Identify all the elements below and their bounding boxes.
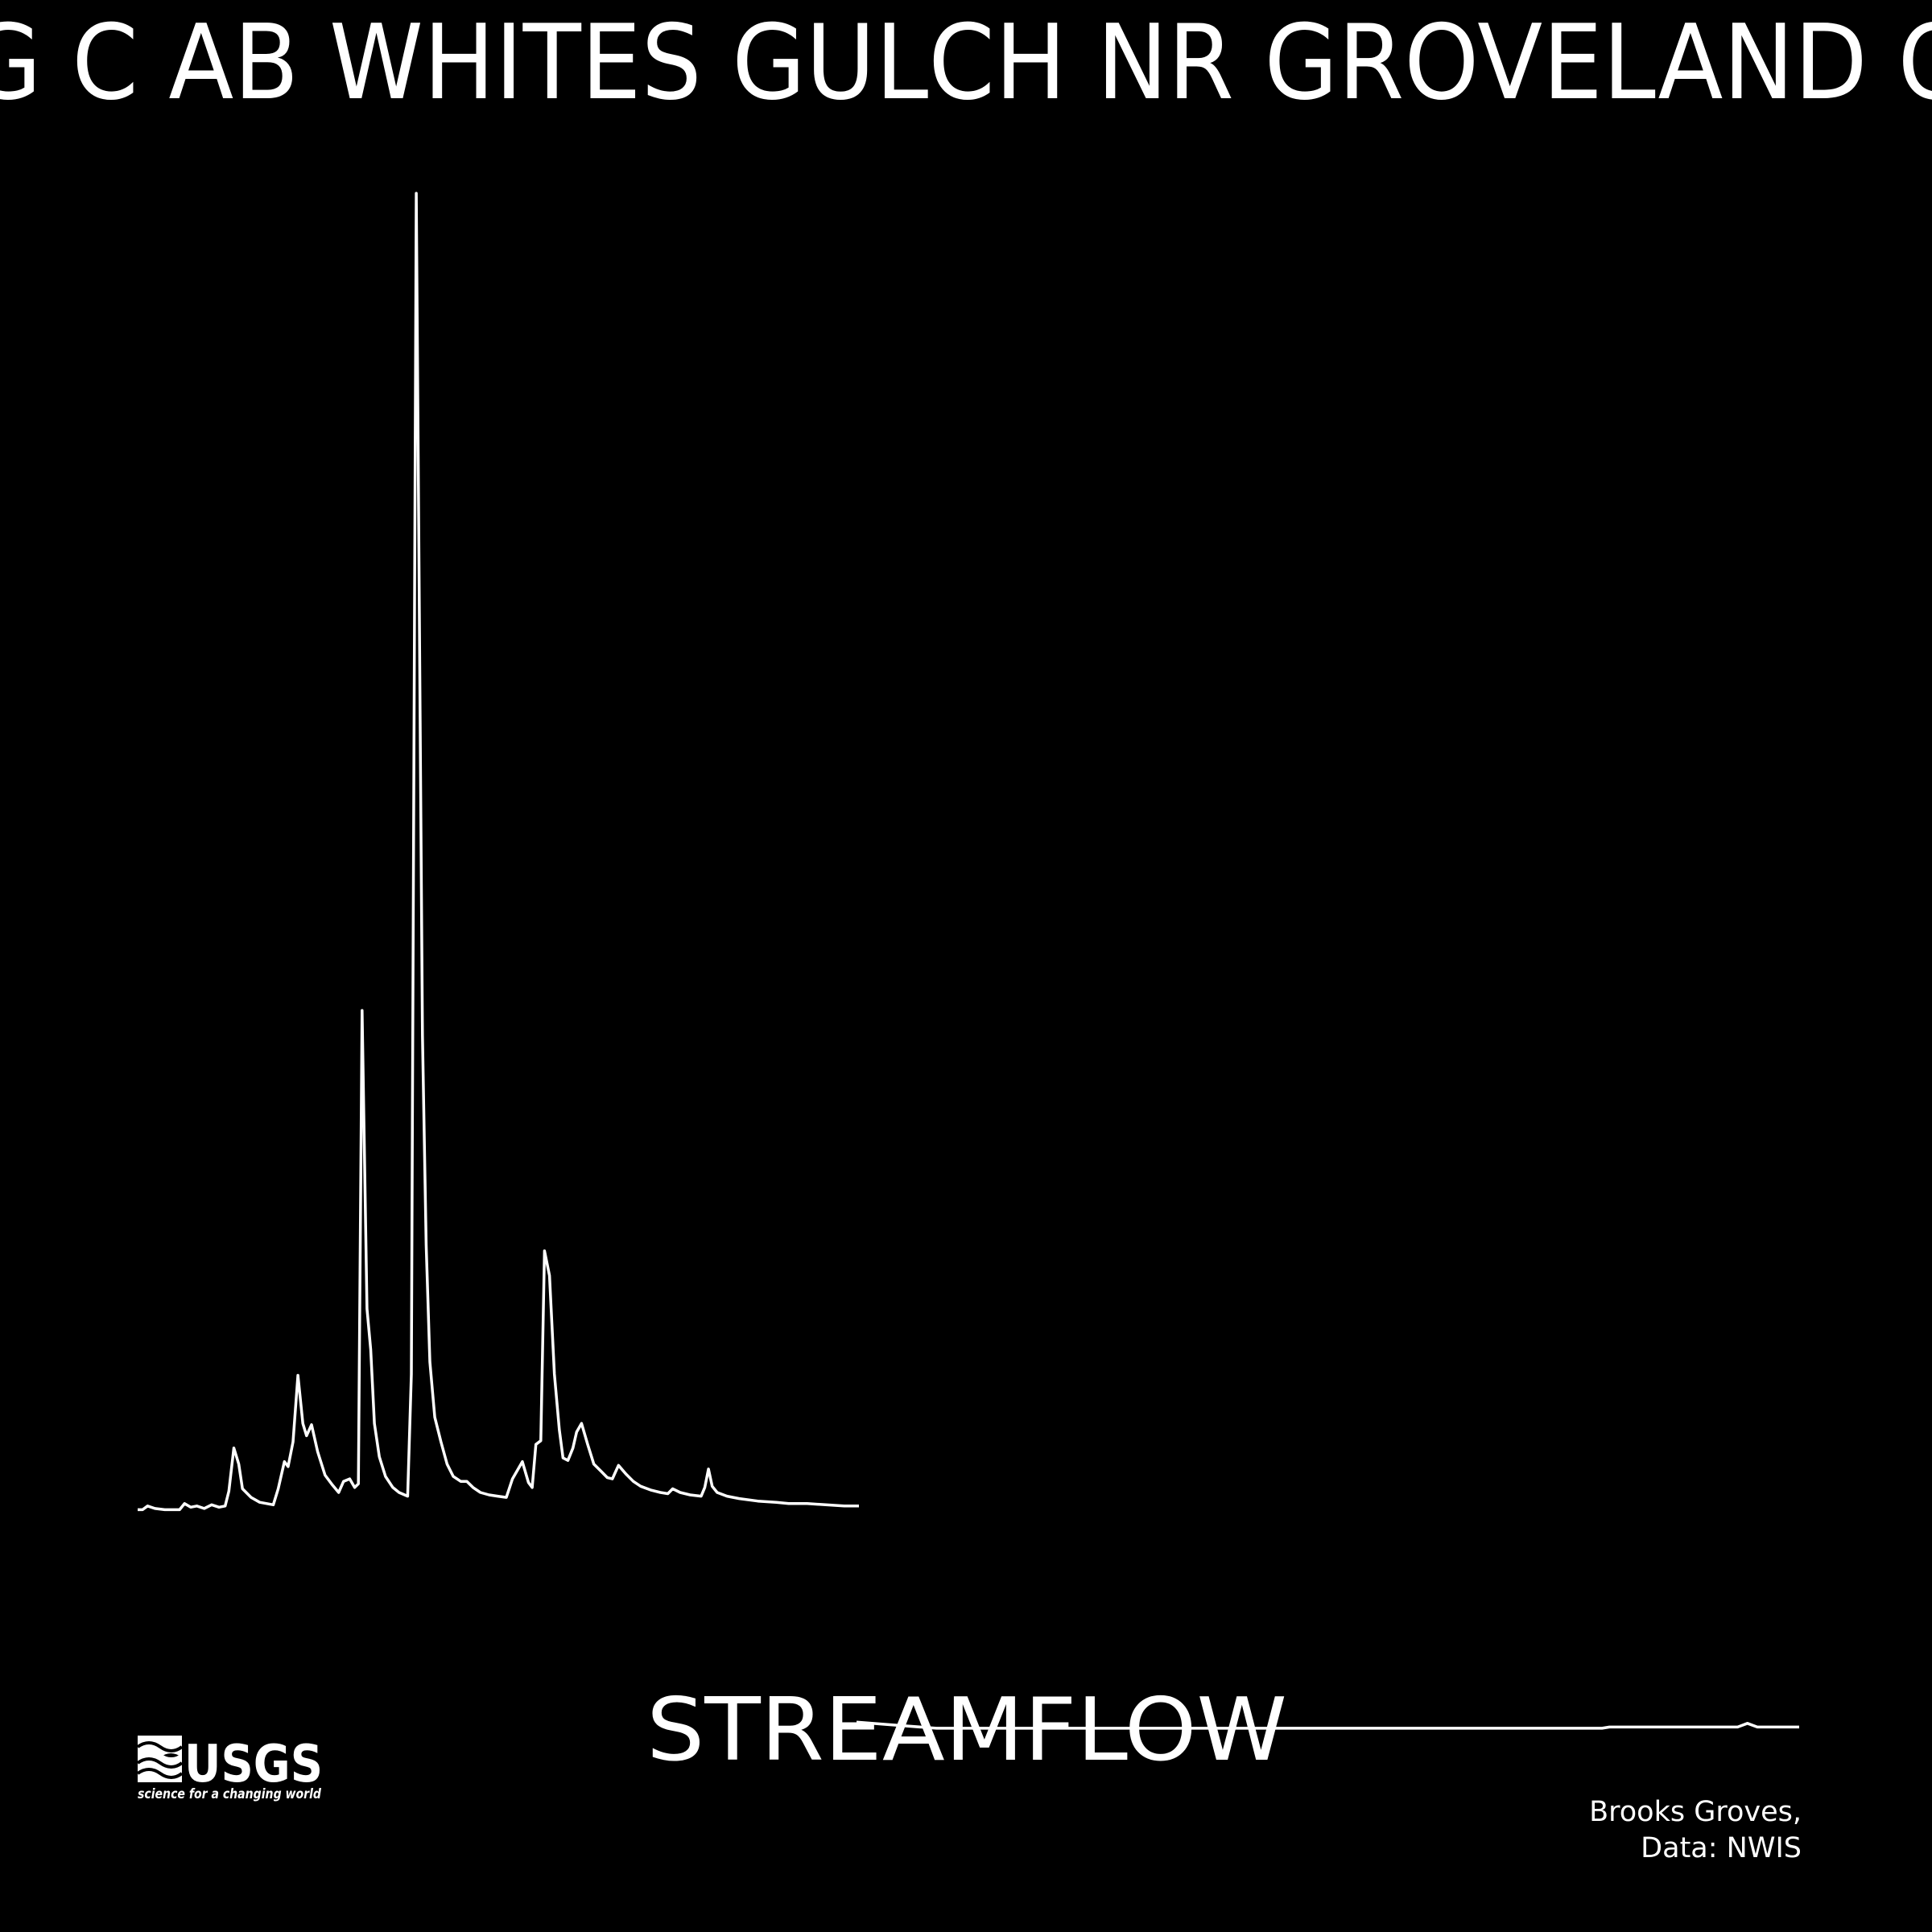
streamflow-line [856, 1720, 1799, 1730]
streamflow-line [138, 192, 859, 1512]
chart-subtitle: STREAMFLOW [646, 1680, 1287, 1781]
logo-waves [136, 1741, 184, 1779]
chart-title: G C AB WHITES GULCH NR GROVELAND C [0, 3, 1932, 123]
credit: Data: NWIS [1641, 1832, 1802, 1864]
logo-text: USGS [184, 1735, 323, 1794]
logo: USGS science for a changing world [136, 1735, 323, 1802]
logo-tagline: science for a changing world [138, 1786, 322, 1802]
credit: Brooks Groves, [1589, 1796, 1802, 1828]
